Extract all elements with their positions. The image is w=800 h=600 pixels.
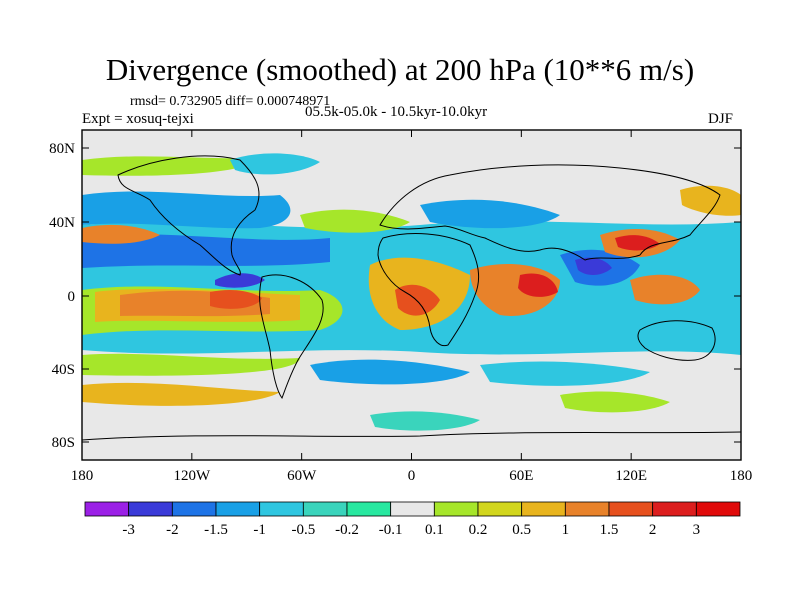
lat-tick-label: 40S — [52, 362, 75, 378]
colorbar-label: 0.1 — [425, 522, 444, 538]
colorbar-swatch — [259, 501, 304, 517]
period-label: 05.5k-05.0k - 10.5kyr-10.0kyr — [305, 104, 488, 120]
south-america-outline — [259, 274, 324, 400]
contour-region — [310, 359, 470, 385]
contour-region — [630, 274, 700, 305]
lon-tick-label: 180 — [730, 468, 753, 484]
continent-outlines — [82, 155, 741, 441]
lon-tick-label: 120W — [173, 468, 211, 484]
lat-tick-label: 80S — [52, 435, 75, 451]
colorbar-swatch — [302, 501, 348, 517]
colorbar-label: 0.5 — [512, 522, 531, 538]
colorbar-swatch — [608, 501, 654, 517]
antarctica-outline — [82, 431, 741, 441]
lat-tick-label: 40N — [49, 215, 75, 231]
colorbar-swatch — [171, 501, 217, 517]
contour-region — [518, 273, 558, 297]
colorbar-swatch — [477, 501, 523, 517]
experiment-label: Expt = xosuq-tejxi — [82, 111, 194, 127]
eurasia-outline — [379, 164, 721, 261]
colorbar-swatch — [695, 501, 741, 517]
contour-region — [230, 153, 320, 175]
contour-region — [480, 361, 650, 386]
colorbar-label: 0.2 — [469, 522, 488, 538]
lon-tick-label: 0 — [408, 468, 416, 484]
colorbar-swatch — [84, 501, 130, 517]
season-label: DJF — [708, 111, 734, 127]
contour-region — [680, 185, 741, 216]
contour-region — [420, 199, 560, 229]
contour-region — [210, 290, 262, 309]
contour-region — [300, 209, 410, 233]
latitude-axis: 80N 40N 0 40S 80S — [49, 141, 741, 451]
longitude-axis: 180 120W 60W 0 60E 120E 180 — [71, 130, 753, 484]
colorbar-swatch — [521, 501, 566, 517]
colorbar-swatch — [564, 501, 610, 517]
colorbar-label: -2 — [166, 522, 179, 538]
contour-region — [370, 411, 480, 431]
lon-tick-label: 180 — [71, 468, 94, 484]
colorbar-swatch — [128, 501, 173, 517]
contour-region — [82, 353, 300, 376]
colorbar-label: -1.5 — [204, 522, 228, 538]
contour-region — [215, 273, 265, 288]
colorbar-label: -0.1 — [379, 522, 403, 538]
colorbar-swatch — [433, 501, 479, 517]
colorbar-label: 1 — [562, 522, 570, 538]
colorbar-label: 2 — [649, 522, 657, 538]
colorbar-swatch — [215, 501, 261, 517]
lon-tick-label: 60W — [287, 468, 317, 484]
rmsd-diff-stats: rmsd= 0.732905 diff= 0.000748971 — [130, 94, 331, 109]
colorbar-swatch — [346, 501, 392, 517]
contour-region — [560, 391, 670, 413]
north-america-outline — [117, 155, 260, 276]
colorbar: -3 -2 -1.5 -1 -0.5 -0.2 -0.1 0.1 0.2 0.5 1 1.5 2 3 — [84, 501, 741, 538]
contour-region — [575, 257, 612, 275]
map-plot-area — [81, 129, 742, 461]
map-title: Divergence (smoothed) at 200 hPa (10**6 … — [105, 52, 695, 87]
contour-region — [82, 382, 280, 406]
colorbar-label: 3 — [693, 522, 701, 538]
africa-outline — [377, 233, 480, 347]
colorbar-label: 1.5 — [600, 522, 619, 538]
colorbar-swatch — [652, 501, 697, 517]
contour-region — [615, 235, 660, 251]
contour-region — [82, 224, 160, 244]
colorbar-swatch — [390, 501, 435, 517]
colorbar-label: -0.5 — [291, 522, 315, 538]
contour-region — [82, 191, 291, 229]
lon-tick-label: 60E — [509, 468, 533, 484]
lat-tick-label: 80N — [49, 141, 75, 157]
australia-outline — [637, 320, 716, 361]
colorbar-label: -1 — [253, 522, 266, 538]
colorbar-label: -0.2 — [335, 522, 359, 538]
lat-tick-label: 0 — [68, 289, 76, 305]
colorbar-label: -3 — [122, 522, 135, 538]
lon-tick-label: 120E — [615, 468, 647, 484]
